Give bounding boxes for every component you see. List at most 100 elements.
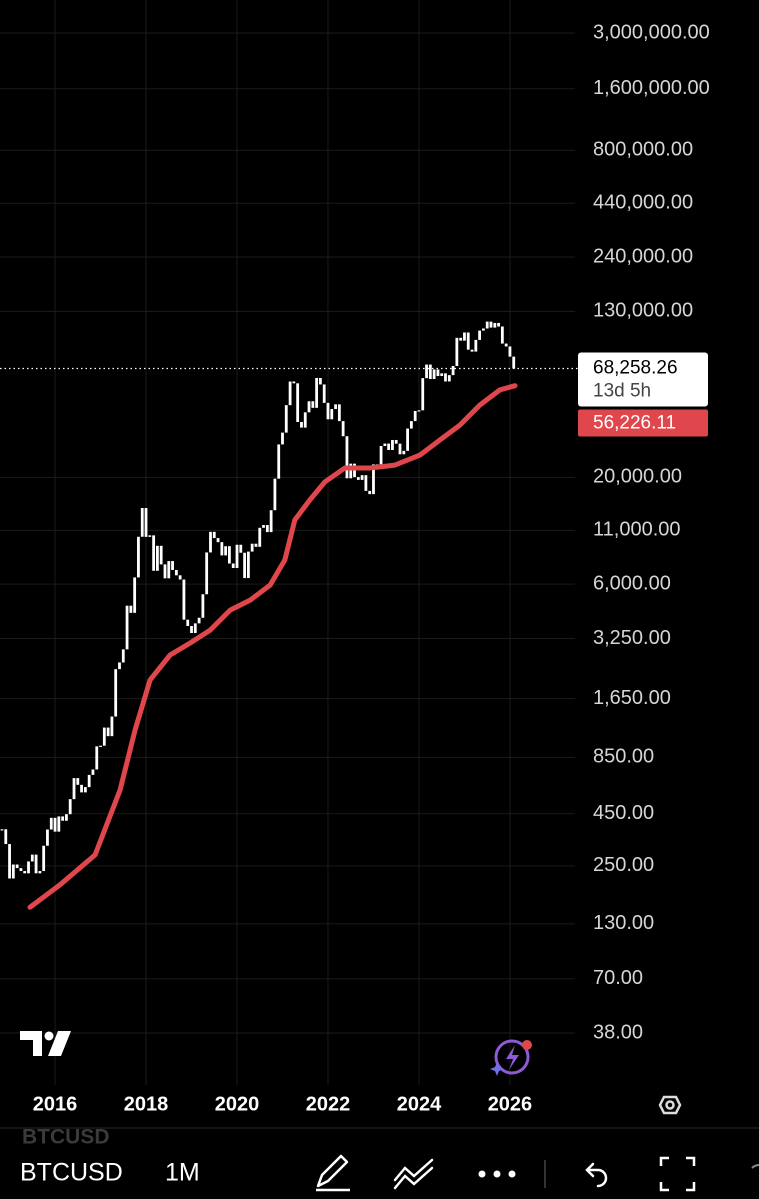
candle (216, 538, 220, 543)
candle (190, 625, 193, 633)
candle (383, 443, 387, 446)
candle (155, 545, 159, 571)
undo-tool[interactable] (585, 1162, 608, 1188)
candle (140, 507, 144, 537)
indicators-tool[interactable] (393, 1158, 434, 1190)
candle (421, 378, 425, 411)
candle (322, 384, 326, 403)
candle (99, 745, 102, 747)
candle (23, 871, 27, 874)
candle (193, 623, 197, 633)
candle (406, 428, 409, 451)
candle (201, 594, 205, 618)
candle (356, 477, 360, 480)
candle (482, 328, 485, 331)
draw-tool[interactable] (316, 1154, 350, 1192)
last-price-label: 68,258.26 (593, 357, 678, 378)
candle (250, 543, 254, 552)
interval-button[interactable]: 1M (165, 1159, 200, 1187)
y-tick-label: 240,000.00 (593, 245, 693, 267)
candle (451, 365, 455, 376)
candle (228, 546, 231, 564)
candle (80, 784, 83, 793)
candle (83, 787, 87, 793)
candle (413, 410, 417, 422)
candle (106, 727, 110, 737)
candle (46, 829, 49, 846)
candle (137, 536, 140, 578)
y-tick-label: 20,000.00 (593, 466, 682, 488)
x-tick-label: 2016 (33, 1093, 78, 1115)
symbol-button[interactable]: BTCUSD (20, 1159, 123, 1187)
candle (102, 727, 106, 746)
price-label-box (578, 352, 708, 407)
y-tick-label: 800,000.00 (593, 138, 693, 160)
candle (152, 535, 156, 571)
candle (220, 542, 224, 556)
y-tick-label: 3,000,000.00 (593, 21, 710, 43)
candle (8, 844, 11, 879)
candle (428, 364, 432, 379)
candle (436, 369, 440, 377)
ma-value-label: 56,226.11 (593, 412, 676, 433)
candle (394, 439, 398, 444)
candle (512, 356, 516, 369)
candle (334, 404, 337, 410)
candle (110, 716, 114, 737)
fullscreen-tool[interactable] (659, 1156, 696, 1192)
more-tool[interactable] (478, 1170, 516, 1178)
ghost-symbol: BTCUSD (22, 1126, 110, 1149)
candle (262, 525, 265, 528)
candle (87, 774, 91, 788)
candle (337, 404, 341, 422)
candle (61, 816, 65, 821)
x-tick-label: 2022 (306, 1093, 351, 1115)
candle (34, 854, 38, 874)
candle (65, 814, 68, 821)
candle (463, 332, 466, 341)
candle (307, 401, 311, 413)
candle (114, 669, 118, 717)
candle (174, 569, 178, 576)
y-tick-label: 250.00 (593, 854, 654, 876)
candle (269, 510, 273, 533)
candle (417, 410, 421, 412)
candle (224, 546, 228, 556)
candle (171, 561, 174, 570)
candle (318, 377, 322, 385)
candle (167, 561, 171, 579)
candle (303, 412, 307, 428)
candle (118, 662, 121, 670)
candle (243, 552, 247, 579)
candle (125, 605, 129, 650)
settings-icon[interactable] (658, 1095, 682, 1115)
assistant-icon[interactable] (490, 1039, 532, 1076)
candle (42, 845, 46, 872)
candle (300, 421, 303, 428)
candle (440, 373, 444, 377)
y-tick-label: 1,600,000.00 (593, 77, 710, 99)
candle (296, 383, 300, 422)
y-tick-label: 440,000.00 (593, 192, 693, 214)
candle (19, 868, 23, 872)
candle (186, 619, 190, 626)
y-tick-label: 70.00 (593, 967, 643, 989)
candle (95, 746, 99, 770)
candle (72, 778, 76, 800)
candle (459, 337, 463, 341)
candle (497, 322, 500, 327)
candle (197, 617, 201, 624)
candle (38, 871, 42, 874)
candle (391, 439, 394, 451)
candle (68, 799, 72, 815)
candle (489, 321, 493, 328)
x-tick-label: 2018 (124, 1093, 169, 1115)
candle (212, 531, 216, 539)
ma-label-box (578, 409, 708, 437)
candle (133, 577, 137, 613)
moving-average-line (27, 383, 518, 910)
candle (432, 369, 436, 379)
